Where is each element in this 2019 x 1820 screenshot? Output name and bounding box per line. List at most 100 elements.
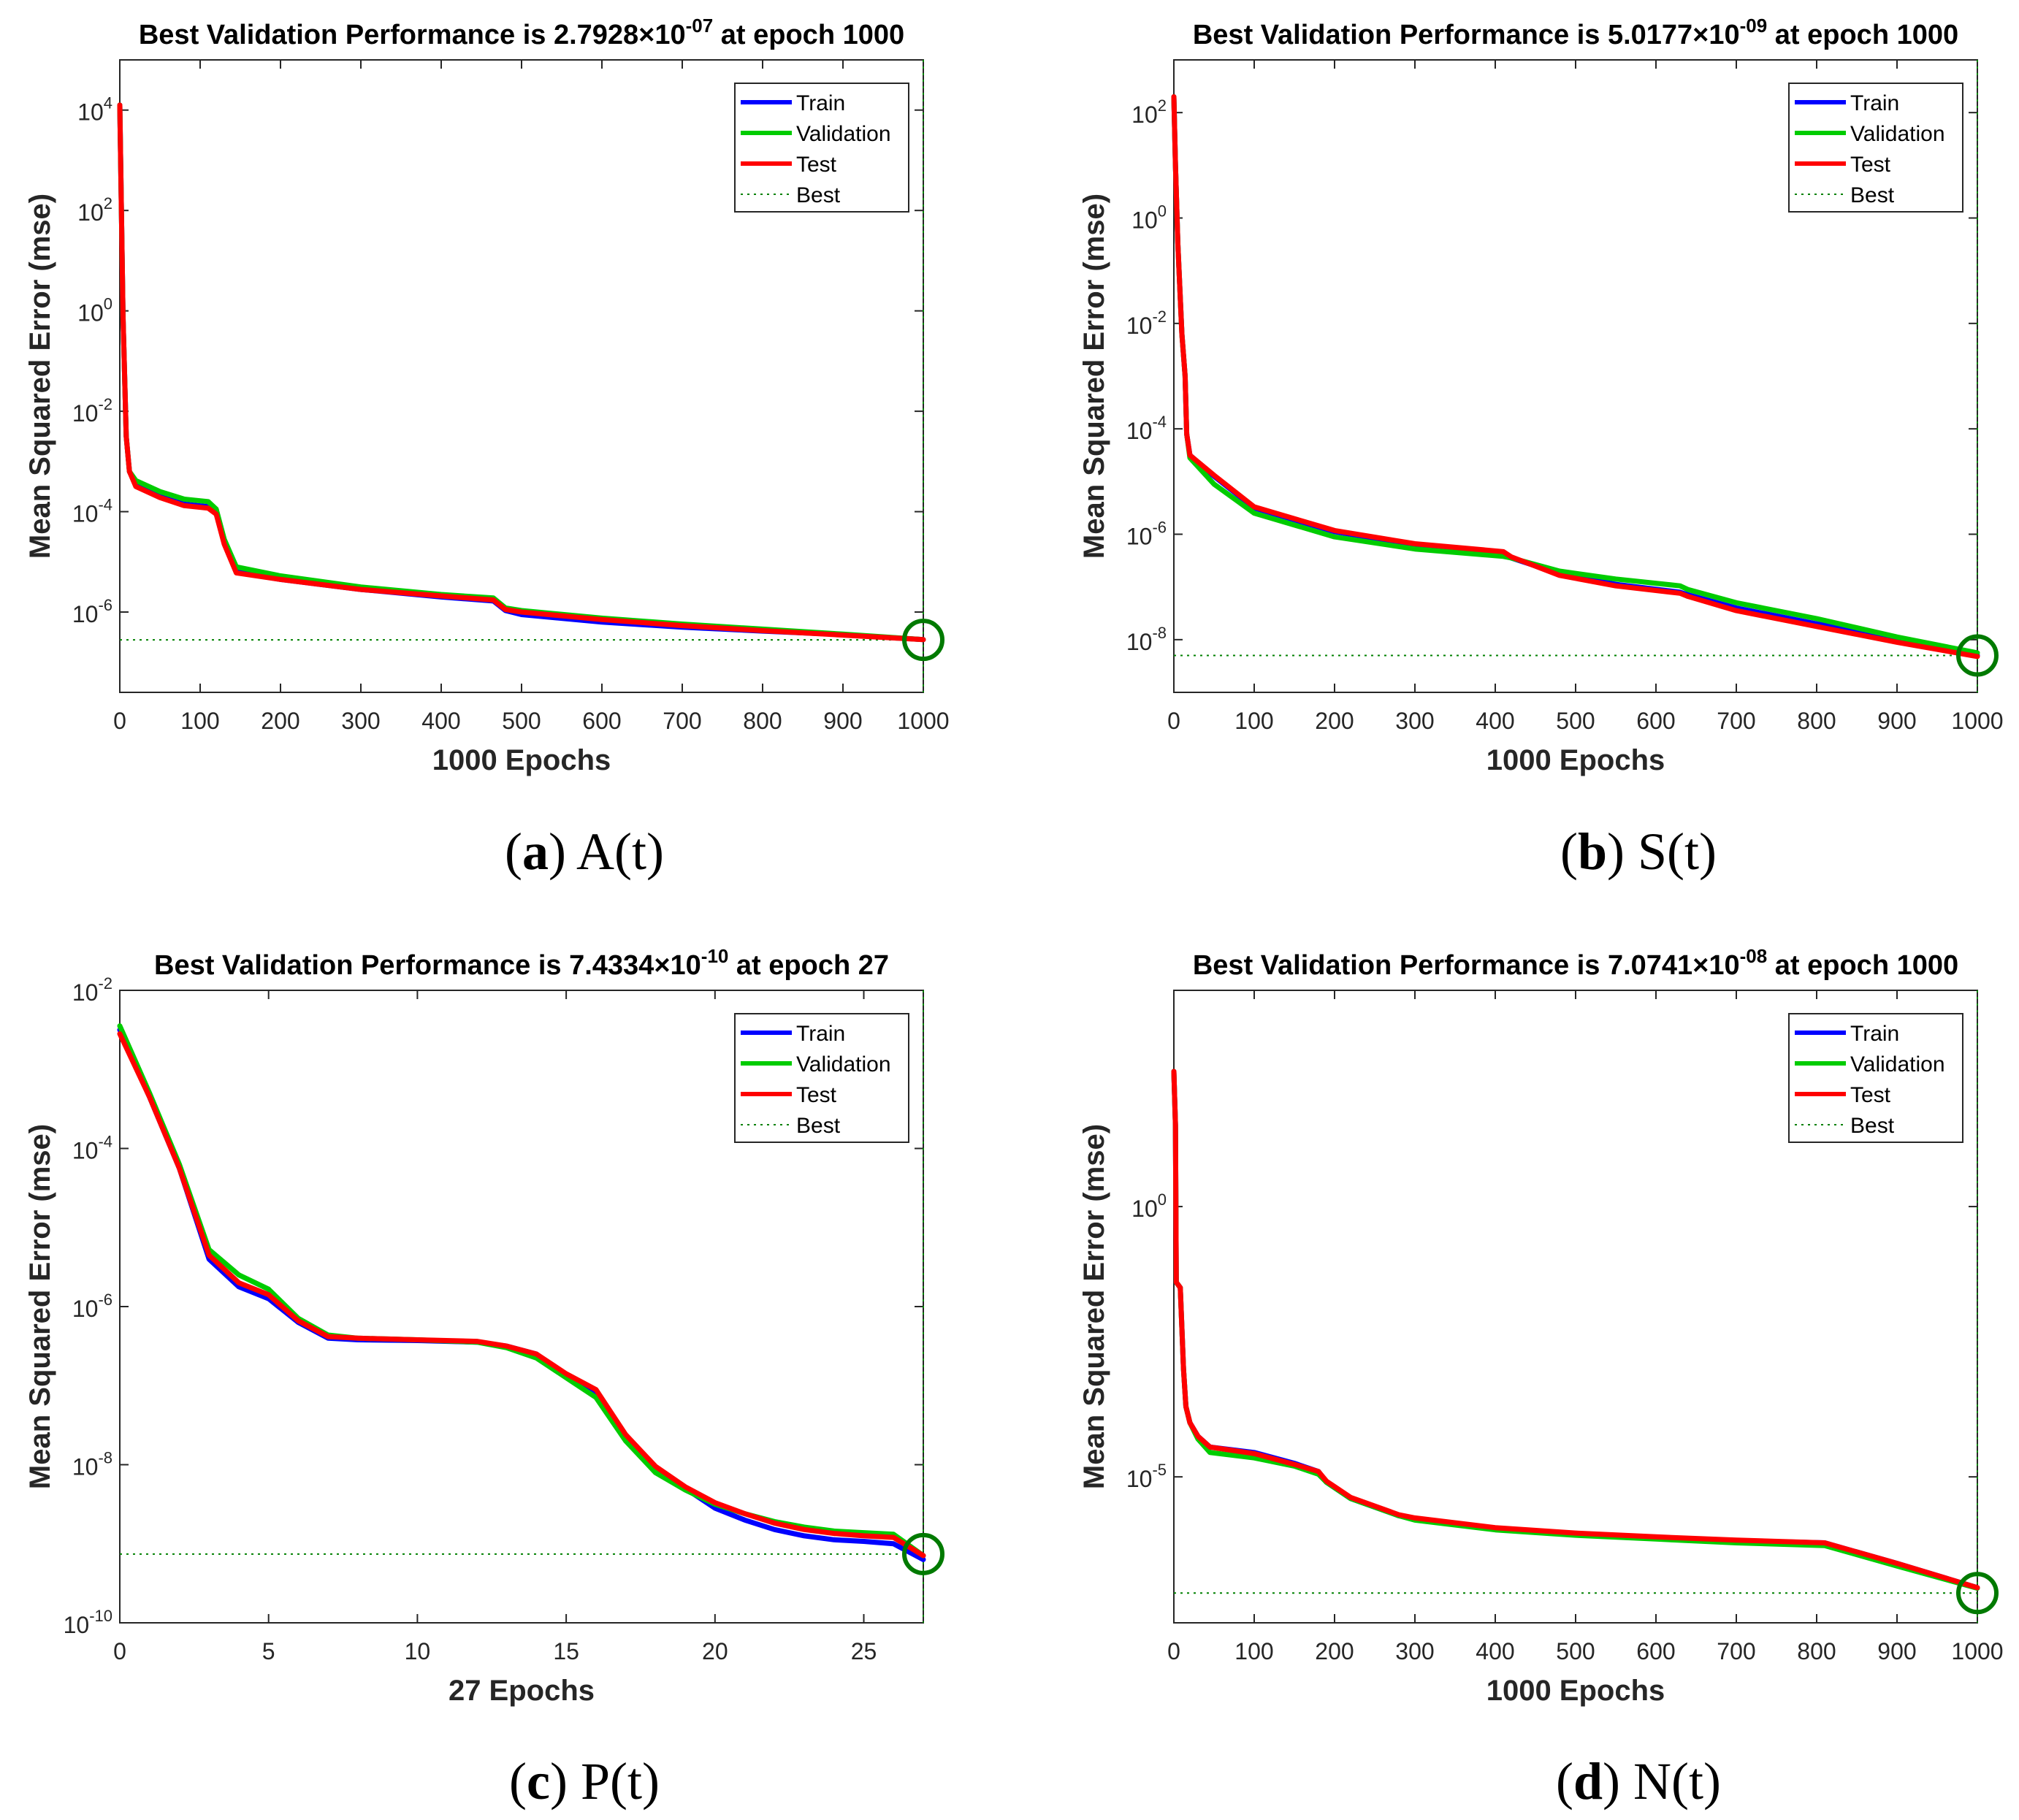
chart-panel-d: 0 100 200 300 400 500 600 700 800 900 1000 10-5 100 B… (1078, 945, 2004, 1707)
x-tick-label: 300 (341, 708, 380, 734)
legend-label-train: Train (1850, 91, 1899, 115)
x-axis-label: 27 Epochs (449, 1675, 595, 1707)
legend-box (1788, 1013, 1963, 1143)
caption-b: (b) S(t) (1560, 822, 1717, 881)
x-tick-label: 700 (663, 708, 701, 734)
legend-label-best: Best (1850, 1114, 1895, 1138)
x-tick-label: 900 (823, 708, 862, 734)
legend-label-train: Train (796, 1022, 845, 1046)
x-tick-label: 25 (851, 1638, 877, 1664)
legend-label-test: Test (796, 1083, 837, 1107)
y-tick-label: 10-10 (64, 1607, 112, 1638)
caption-text: P(t) (580, 1752, 660, 1811)
y-tick-label: 10-4 (1126, 413, 1167, 444)
best-circle-marker (1956, 634, 1999, 677)
x-axis-label: 1000 Epochs (1486, 744, 1665, 776)
x-tick-label: 600 (1636, 1638, 1675, 1664)
x-axis-label: 1000 Epochs (432, 744, 611, 776)
x-tick-label: 200 (1315, 1638, 1354, 1664)
x-tick-label: 0 (113, 1638, 126, 1664)
chart-title: Best Validation Performance is 2.7928×10… (139, 15, 904, 50)
legend-label-train: Train (796, 91, 845, 115)
series-line-test (1171, 94, 1980, 659)
caption-text: S(t) (1638, 822, 1717, 881)
chart-title: Best Validation Performance is 7.4334×10… (154, 945, 889, 981)
legend-box (1788, 83, 1963, 213)
x-tick-label: 20 (702, 1638, 728, 1664)
x-tick-label: 0 (1167, 708, 1180, 734)
caption-a: (a) A(t) (505, 822, 664, 881)
y-tick-label: 10-6 (1126, 519, 1167, 550)
y-axis-label: Mean Squared Error (mse) (1078, 1124, 1110, 1489)
caption-letter: a (522, 822, 549, 881)
x-tick-label: 200 (1315, 708, 1354, 734)
x-tick-label: 700 (1717, 1638, 1755, 1664)
x-tick-label: 10 (405, 1638, 431, 1664)
y-tick-label: 10-2 (72, 974, 112, 1006)
legend-label-train: Train (1850, 1022, 1899, 1046)
y-tick-label: 10-8 (1126, 624, 1167, 655)
x-tick-label: 200 (261, 708, 299, 734)
best-circle-marker (1956, 1572, 1999, 1615)
y-tick-label: 10-2 (1126, 307, 1167, 339)
caption-letter: c (527, 1752, 550, 1811)
x-tick-label: 800 (1797, 708, 1836, 734)
y-tick-label: 102 (77, 194, 112, 226)
legend-label-test: Test (1850, 153, 1891, 177)
x-tick-label: 100 (180, 708, 219, 734)
chart-panel-b: 0 100 200 300 400 500 600 700 800 900 1000 10-8 10-6… (1078, 15, 2004, 776)
x-tick-label: 900 (1877, 708, 1916, 734)
chart-title: Best Validation Performance is 7.0741×10… (1193, 945, 1958, 981)
x-tick-label: 400 (421, 708, 460, 734)
chart-title: Best Validation Performance is 5.0177×10… (1193, 15, 1958, 50)
caption-letter: b (1577, 822, 1608, 881)
y-axis-label: Mean Squared Error (mse) (24, 194, 56, 559)
x-tick-label: 100 (1234, 708, 1273, 734)
chart-panel-a: 0 100 200 300 400 500 600 700 800 900 1000 10-6 10-4… (24, 15, 950, 776)
legend-label-validation: Validation (796, 1052, 891, 1077)
y-tick-label: 10-2 (72, 395, 112, 427)
x-tick-label: 900 (1877, 1638, 1916, 1664)
x-tick-label: 0 (113, 708, 126, 734)
series-line-test (1171, 1068, 1980, 1591)
x-tick-label: 300 (1395, 1638, 1434, 1664)
y-tick-label: 10-6 (72, 1291, 112, 1322)
y-tick-label: 10-8 (72, 1449, 112, 1480)
legend-box (734, 83, 909, 213)
y-tick-label: 100 (1131, 202, 1167, 234)
series-line-test (117, 1031, 926, 1559)
y-tick-label: 102 (1131, 96, 1167, 128)
x-tick-label: 500 (1556, 1638, 1595, 1664)
legend-label-best: Best (1850, 183, 1895, 207)
legend-label-best: Best (796, 1114, 841, 1138)
y-tick-label: 10-5 (1126, 1461, 1167, 1492)
y-tick-label: 100 (1131, 1190, 1167, 1222)
x-tick-label: 400 (1476, 1638, 1514, 1664)
x-tick-label: 400 (1476, 708, 1514, 734)
x-axis-label: 1000 Epochs (1486, 1675, 1665, 1707)
caption-d: (d) N(t) (1556, 1752, 1721, 1811)
y-tick-label: 10-6 (72, 596, 112, 627)
caption-letter: d (1573, 1752, 1603, 1811)
chart-panel-c: 0 5 10 15 20 25 10-10 10-8 10-6 10-4 10-2 Best Vali… (24, 945, 944, 1707)
x-tick-label: 15 (553, 1638, 579, 1664)
x-tick-label: 500 (502, 708, 541, 734)
y-tick-label: 10-4 (72, 1133, 112, 1164)
x-tick-label: 800 (1797, 1638, 1836, 1664)
legend-label-validation: Validation (1850, 1052, 1945, 1077)
x-tick-label: 1000 (1951, 1638, 2003, 1664)
caption-text: A(t) (576, 822, 664, 881)
x-tick-label: 500 (1556, 708, 1595, 734)
series-line-test (117, 102, 926, 643)
caption-text: N(t) (1633, 1752, 1721, 1811)
x-tick-label: 1000 (1951, 708, 2003, 734)
x-tick-label: 300 (1395, 708, 1434, 734)
legend-label-test: Test (796, 153, 837, 177)
y-axis-label: Mean Squared Error (mse) (1078, 194, 1110, 559)
best-circle-marker (902, 1532, 944, 1575)
x-tick-label: 100 (1234, 1638, 1273, 1664)
x-tick-label: 800 (743, 708, 782, 734)
y-tick-label: 10-4 (72, 496, 112, 527)
legend-label-validation: Validation (1850, 122, 1945, 146)
